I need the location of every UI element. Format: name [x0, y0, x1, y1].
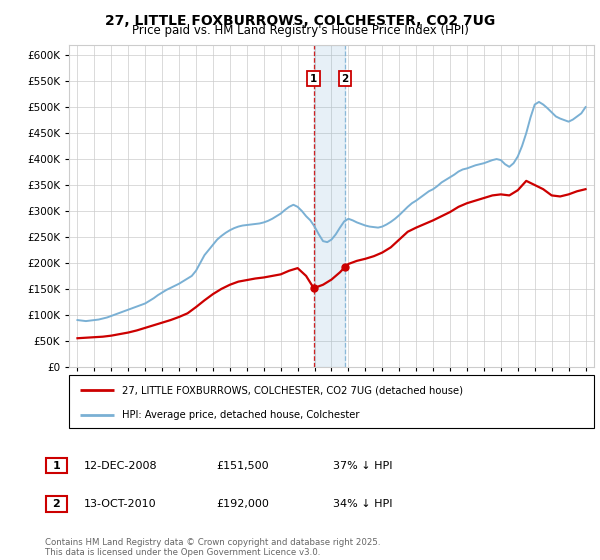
Text: 12-DEC-2008: 12-DEC-2008: [84, 461, 158, 471]
Text: 27, LITTLE FOXBURROWS, COLCHESTER, CO2 7UG (detached house): 27, LITTLE FOXBURROWS, COLCHESTER, CO2 7…: [121, 385, 463, 395]
Text: Contains HM Land Registry data © Crown copyright and database right 2025.
This d: Contains HM Land Registry data © Crown c…: [45, 538, 380, 557]
Text: 27, LITTLE FOXBURROWS, COLCHESTER, CO2 7UG: 27, LITTLE FOXBURROWS, COLCHESTER, CO2 7…: [105, 14, 495, 28]
Text: 2: 2: [53, 499, 60, 509]
Text: 34% ↓ HPI: 34% ↓ HPI: [333, 499, 392, 509]
Text: 1: 1: [310, 73, 317, 83]
Text: Price paid vs. HM Land Registry's House Price Index (HPI): Price paid vs. HM Land Registry's House …: [131, 24, 469, 36]
Text: £192,000: £192,000: [216, 499, 269, 509]
Text: 37% ↓ HPI: 37% ↓ HPI: [333, 461, 392, 471]
Bar: [314, 45, 345, 367]
Text: 13-OCT-2010: 13-OCT-2010: [84, 499, 157, 509]
Text: 2: 2: [341, 73, 349, 83]
Text: 1: 1: [53, 461, 60, 471]
Text: HPI: Average price, detached house, Colchester: HPI: Average price, detached house, Colc…: [121, 410, 359, 420]
Text: £151,500: £151,500: [216, 461, 269, 471]
